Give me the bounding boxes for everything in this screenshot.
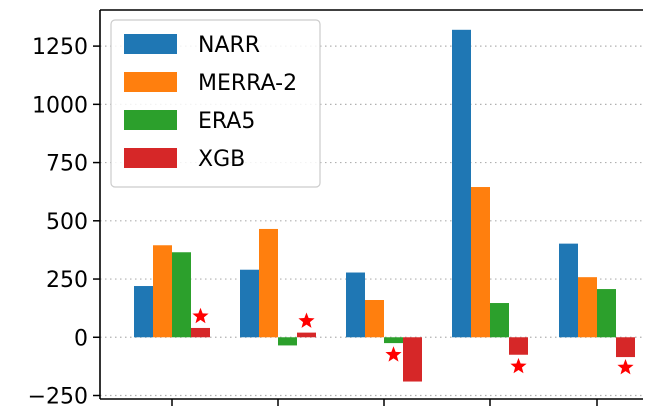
bar-era5-3 [490, 303, 509, 338]
best-marker-star-2 [385, 346, 402, 362]
bar-era5-4 [597, 289, 616, 338]
y-tick-label-6: 1250 [32, 35, 88, 60]
bar-xgb-0 [191, 327, 210, 338]
bar-merra-2-4 [578, 277, 597, 338]
bar-narr-1 [240, 269, 259, 338]
legend-label-narr: NARR [198, 33, 260, 58]
legend-box [110, 19, 321, 188]
bar-narr-0 [134, 286, 153, 338]
y-axis-ticks: −250 0 250 500 750 1000 1250 [28, 35, 100, 407]
x-axis-ticks [171, 399, 598, 406]
y-tick-label-1: 0 [74, 326, 88, 351]
legend-swatch-era5 [124, 110, 177, 130]
legend-swatch-xgb [124, 148, 177, 168]
y-tick-label-3: 500 [46, 210, 88, 235]
bar-merra-2-1 [259, 228, 278, 338]
bar-merra-2-0 [153, 245, 172, 338]
bar-narr-2 [346, 272, 365, 338]
bar-era5-1 [278, 337, 297, 346]
y-tick-label-2: 250 [46, 268, 88, 293]
legend-swatch-merra-2 [124, 72, 177, 92]
axes [99, 9, 643, 400]
best-marker-star-3 [510, 357, 527, 374]
y-tick-label-0: −250 [28, 385, 88, 407]
bar-merra-2-2 [365, 300, 384, 338]
y-tick-label-4: 750 [46, 152, 88, 177]
bar-xgb-4 [616, 337, 635, 358]
legend-label-merra-2: MERRA-2 [198, 71, 297, 96]
best-marker-star-0 [192, 307, 209, 324]
legend-label-era5: ERA5 [198, 109, 255, 134]
bar-xgb-1 [297, 332, 316, 338]
bar-narr-4 [559, 243, 578, 338]
legend-label-xgb: XGB [198, 147, 245, 172]
legend-swatch-narr [124, 34, 177, 54]
best-marker-star-4 [617, 359, 634, 375]
best-marker-star-1 [298, 312, 315, 328]
bar-xgb-2 [403, 337, 422, 382]
bar-xgb-3 [509, 337, 528, 355]
bar-era5-2 [384, 337, 403, 344]
legend: NARR MERRA-2 ERA5 XGB [110, 19, 321, 188]
bar-merra-2-3 [471, 187, 490, 338]
bar-narr-3 [452, 29, 471, 338]
bars-layer [134, 29, 635, 382]
y-tick-label-5: 1000 [32, 93, 88, 118]
bar-era5-0 [172, 252, 191, 338]
best-markers-layer [192, 307, 634, 375]
